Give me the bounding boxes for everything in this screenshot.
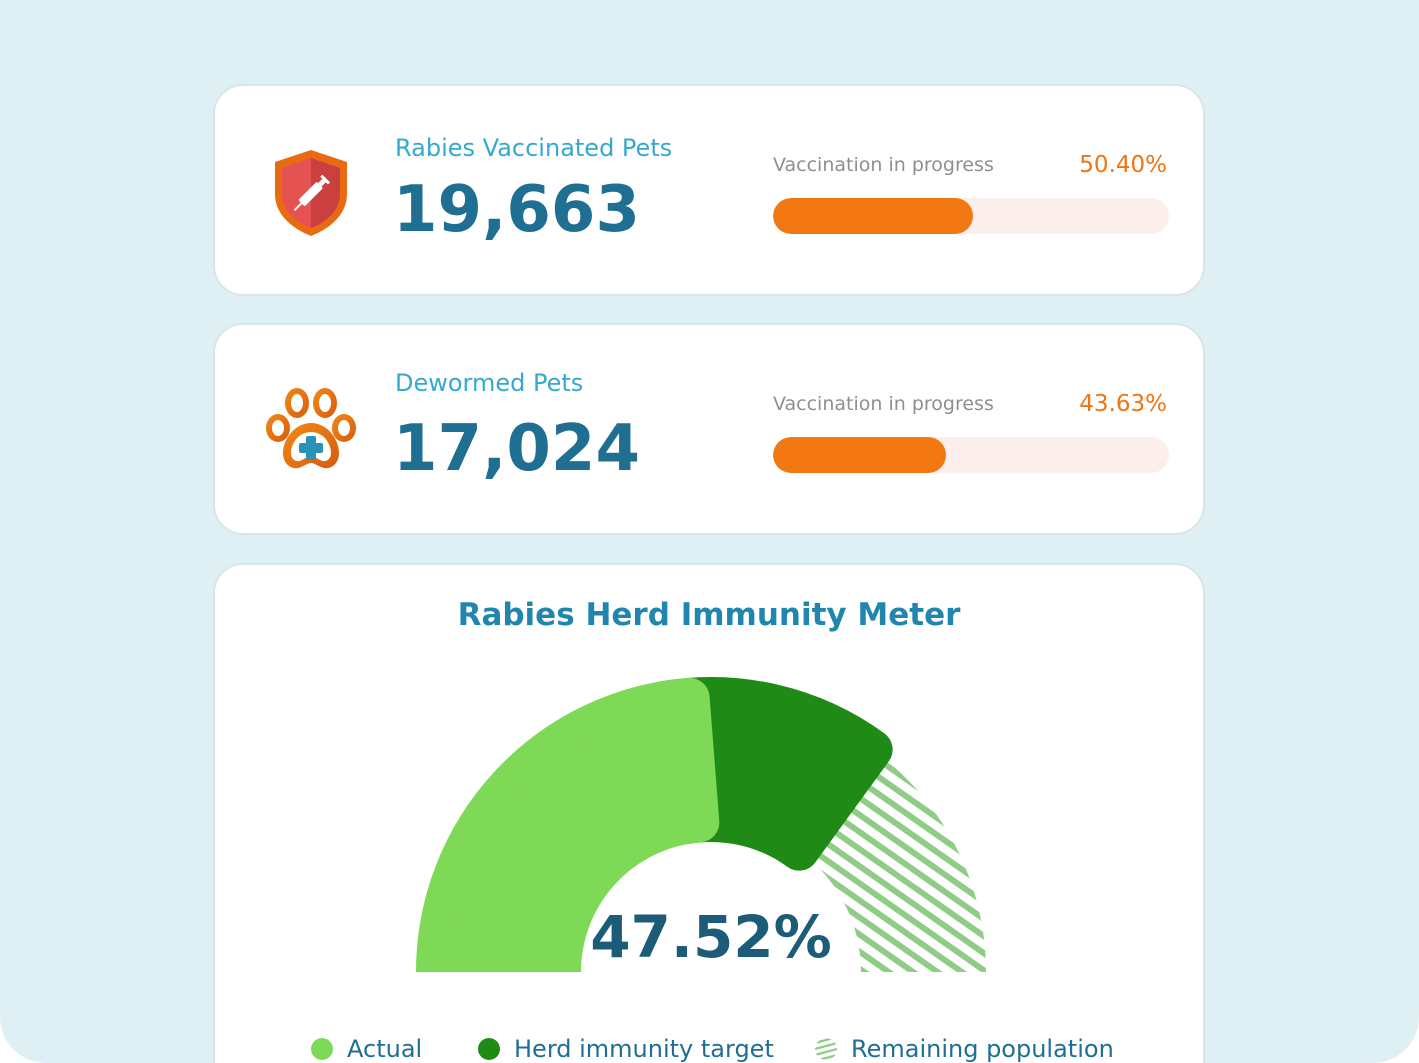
progress-track (773, 198, 1169, 234)
legend-swatch-target (478, 1038, 500, 1060)
progress-track (773, 437, 1169, 473)
progress-label: Vaccination in progress (773, 393, 994, 415)
gauge-actual-segment (416, 677, 720, 972)
progress-label: Vaccination in progress (773, 154, 994, 176)
gauge-legend: Actual Herd immunity target (215, 1029, 1207, 1063)
stat-value: 17,024 (393, 412, 640, 486)
stat-label: Rabies Vaccinated Pets (395, 134, 673, 162)
legend-item-remaining: Remaining population (815, 1029, 1114, 1063)
syringe-shield-icon (275, 150, 347, 236)
dewormed-card: Dewormed Pets 17,024 Vaccination in prog… (213, 323, 1205, 535)
legend-item-target: Herd immunity target (478, 1029, 774, 1063)
herd-immunity-card: Rabies Herd Immunity Meter 47.52% Actual (213, 563, 1205, 1063)
herd-immunity-gauge (416, 677, 987, 972)
legend-item-actual: Actual (311, 1029, 422, 1063)
rabies-vaccinated-card: Rabies Vaccinated Pets 19,663 Vaccinatio… (213, 84, 1205, 296)
progress-fill (773, 198, 973, 234)
progress-percent: 50.40% (1079, 152, 1167, 178)
meter-value: 47.52% (590, 903, 832, 971)
progress-fill (773, 437, 946, 473)
paw-medical-icon (266, 388, 356, 469)
stat-value: 19,663 (393, 173, 640, 247)
progress-percent: 43.63% (1079, 391, 1167, 417)
legend-label: Actual (347, 1035, 423, 1063)
legend-label: Herd immunity target (514, 1035, 774, 1063)
legend-swatch-actual (311, 1038, 333, 1060)
meter-title: Rabies Herd Immunity Meter (457, 597, 961, 633)
stat-label: Dewormed Pets (395, 369, 584, 397)
legend-label: Remaining population (851, 1035, 1114, 1063)
legend-swatch-remaining (815, 1038, 837, 1060)
